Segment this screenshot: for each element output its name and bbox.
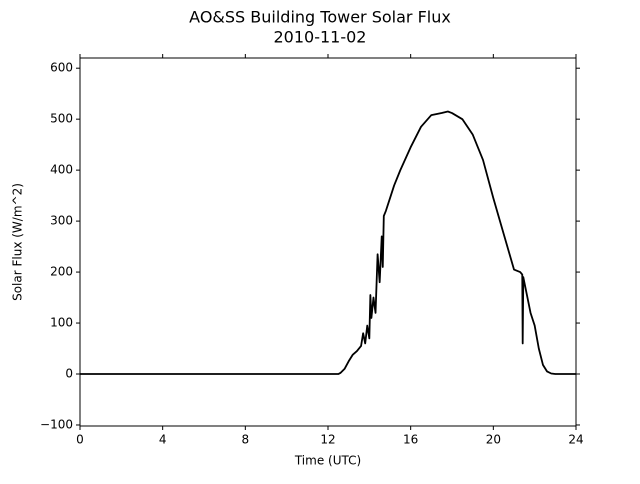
y-tick-label: 600 — [50, 61, 73, 75]
x-tick-label: 16 — [403, 433, 418, 447]
x-tick-label: 12 — [320, 433, 335, 447]
y-tick-label: 0 — [65, 367, 73, 381]
y-axis-label: Solar Flux (W/m^2) — [11, 183, 25, 301]
y-tick-label: 100 — [50, 316, 73, 330]
y-tick-label: 400 — [50, 163, 73, 177]
chart-subtitle: 2010-11-02 — [274, 28, 367, 47]
chart-title: AO&SS Building Tower Solar Flux — [189, 8, 451, 27]
y-tick-label: 200 — [50, 265, 73, 279]
y-tick-label: 500 — [50, 112, 73, 126]
plot-frame — [79, 57, 577, 427]
x-tick-label: 0 — [76, 433, 84, 447]
x-tick-label: 20 — [486, 433, 501, 447]
x-axis-label: Time (UTC) — [294, 454, 361, 468]
x-tick-label: 8 — [242, 433, 250, 447]
x-tick-label: 24 — [568, 433, 583, 447]
data-line — [80, 110, 576, 375]
y-tick-label: −100 — [40, 417, 73, 431]
x-tick-label: 4 — [159, 433, 167, 447]
y-tick-label: 300 — [50, 214, 73, 228]
